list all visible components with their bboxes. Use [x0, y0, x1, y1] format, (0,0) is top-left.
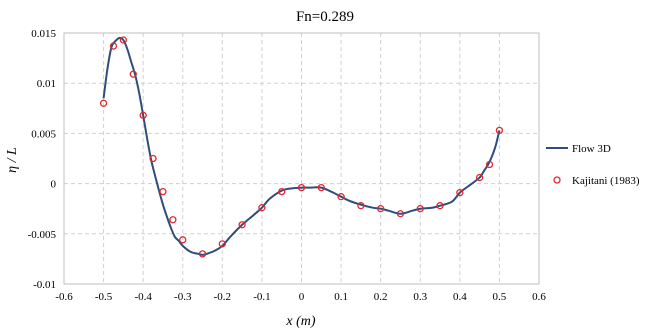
x-tick-label: -0.1	[253, 291, 270, 303]
x-tick-label: 0.6	[532, 291, 546, 303]
chart-title: Fn=0.289	[296, 9, 354, 25]
x-tick-label: 0.1	[334, 291, 348, 303]
y-tick-label: 0.015	[31, 28, 56, 40]
x-axis: -0.6 -0.5 -0.4 -0.3 -0.2 -0.1 0 0.1 0.2 0.3 0.4 0.5…	[55, 291, 546, 303]
x-tick-label: 0.3	[413, 291, 427, 303]
kajitani-point	[139, 111, 147, 119]
x-tick-label: -0.5	[95, 291, 113, 303]
x-tick-label: -0.2	[214, 291, 231, 303]
plot-area-frame	[63, 32, 540, 285]
kajitani-point	[258, 204, 266, 212]
series-line-flow-3d	[102, 36, 501, 256]
kajitani-point	[475, 173, 484, 182]
kajitani-point	[109, 42, 118, 50]
kajitani-point	[159, 187, 167, 196]
series-layer	[99, 36, 504, 258]
grid	[64, 33, 539, 284]
y-tick-label: 0	[51, 179, 57, 191]
y-tick-label: 0.01	[37, 78, 56, 90]
kajitani-point	[238, 221, 246, 229]
kajitani-point	[99, 99, 108, 107]
kajitani-point	[198, 250, 207, 258]
kajitani-point	[278, 187, 286, 196]
legend-label-kajitani: Kajitani (1983)	[572, 175, 640, 187]
kajitani-point	[337, 193, 345, 201]
x-tick-label: 0	[299, 291, 305, 303]
kajitani-point	[179, 236, 187, 244]
kajitani-point	[495, 126, 504, 135]
kajitani-point	[317, 183, 325, 192]
y-tick-label: -0.01	[33, 279, 56, 291]
legend-marker-swatch	[553, 176, 561, 184]
y-axis: -0.01 -0.005 0 0.005 0.01 0.015	[28, 28, 57, 291]
x-tick-label: -0.6	[55, 291, 73, 303]
x-tick-label: -0.3	[174, 291, 192, 303]
y-tick-label: 0.005	[31, 128, 56, 140]
legend-label-flow-3d: Flow 3D	[572, 143, 611, 155]
kajitani-point	[129, 70, 137, 78]
kajitani-point	[456, 188, 464, 197]
kajitani-point	[485, 160, 494, 169]
x-tick-label: -0.4	[134, 291, 152, 303]
x-tick-label: 0.5	[493, 291, 507, 303]
kajitani-point	[297, 183, 306, 192]
kajitani-point	[416, 205, 424, 213]
x-axis-label: x (m)	[285, 314, 315, 329]
kajitani-point	[436, 202, 444, 210]
kajitani-point	[396, 210, 405, 218]
kajitani-point	[218, 240, 226, 248]
kajitani-point	[357, 202, 365, 210]
y-tick-label: -0.005	[28, 229, 57, 241]
y-axis-label: η / L	[5, 147, 20, 173]
x-tick-label: 0.4	[453, 291, 467, 303]
x-tick-label: 0.2	[374, 291, 388, 303]
kajitani-point	[377, 205, 385, 213]
kajitani-point	[149, 154, 157, 163]
kajitani-point	[119, 36, 128, 44]
legend: Flow 3D Kajitani (1983)	[546, 143, 640, 187]
kajitani-point	[169, 216, 177, 224]
